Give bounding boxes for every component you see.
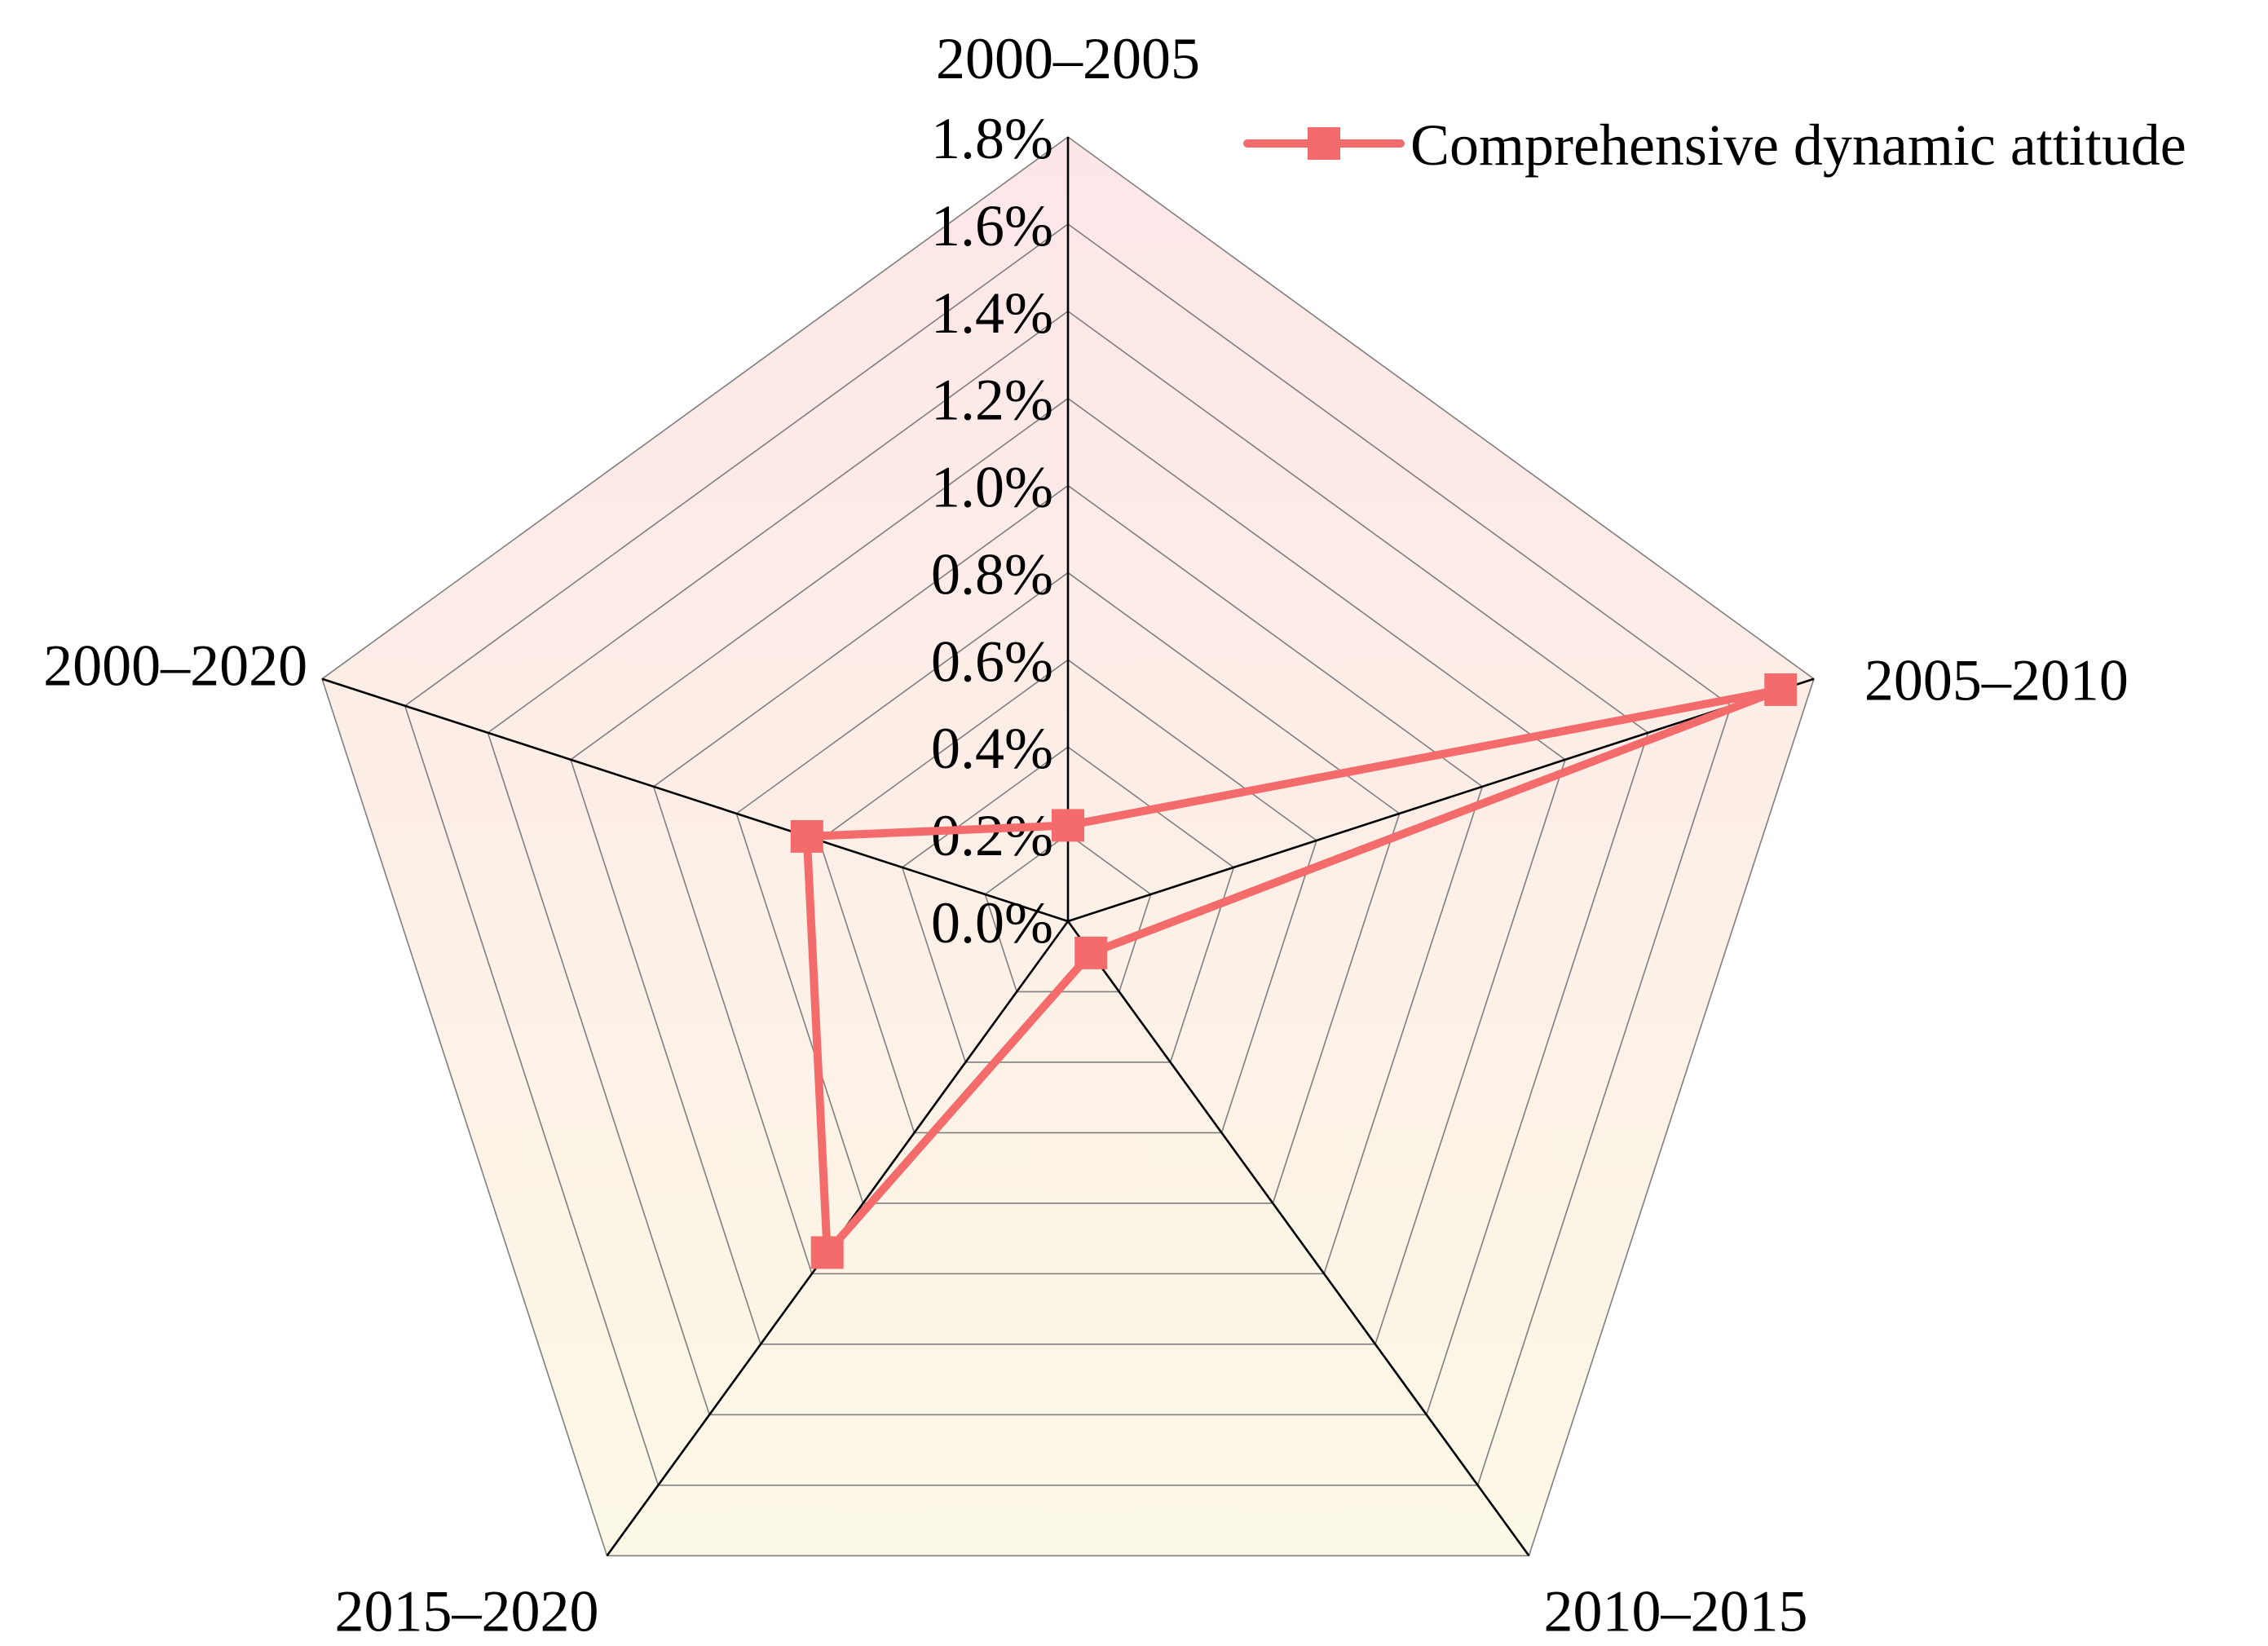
axis-label: 2005–2010 [1864,648,2129,713]
axis-spoke [1067,677,1815,923]
legend-label: Comprehensive dynamic attitude [1410,113,2186,178]
radial-tick-labels: 0.0% 0.2% 0.4% 0.6% 0.8% 1.0% 1.2% 1.4% 1.6% 1.8% [931,106,1053,955]
grid-ring [487,310,1649,1416]
tick-label: 0.4% [931,716,1053,781]
grid-ring [404,223,1732,1486]
tick-label: 1.0% [931,455,1053,520]
grid-ring [570,397,1566,1345]
data-point-marker [1074,936,1108,969]
grid-ring [984,833,1152,993]
grid-ring [652,484,1484,1275]
legend-marker-swatch [1308,127,1340,160]
grid-ring [321,136,1815,1557]
data-point-marker [810,1236,844,1269]
axis-spokes [321,137,1815,1557]
data-point-marker [1764,673,1798,706]
tick-label: 0.2% [931,803,1053,868]
axis-spoke [1066,920,1530,1557]
tick-label: 1.8% [931,106,1053,171]
legend: Comprehensive dynamic attitude [1243,113,2186,178]
grid-rings [321,136,1815,1557]
axis-spoke [321,677,1069,923]
axis-label: 2000–2020 [43,633,307,699]
grid-ring [901,746,1235,1063]
tick-label: 1.2% [931,368,1053,433]
tick-label: 1.4% [931,280,1053,346]
tick-label: 1.6% [931,193,1053,258]
data-point-marker [790,819,823,853]
tick-label: 0.6% [931,629,1053,694]
axis-labels: 2000–2005 2005–2010 2010–2015 2015–2020 2000… [43,26,2129,1644]
tick-label: 0.0% [931,890,1053,955]
series-layer [790,673,1798,1269]
grid-ring [819,659,1317,1134]
data-point-marker [1052,809,1084,842]
tick-label: 0.8% [931,541,1053,607]
series-line [802,685,1785,1257]
axis-label: 2000–2005 [936,26,1200,91]
axis-label: 2010–2015 [1543,1578,1807,1644]
axis-label: 2015–2020 [335,1578,599,1644]
